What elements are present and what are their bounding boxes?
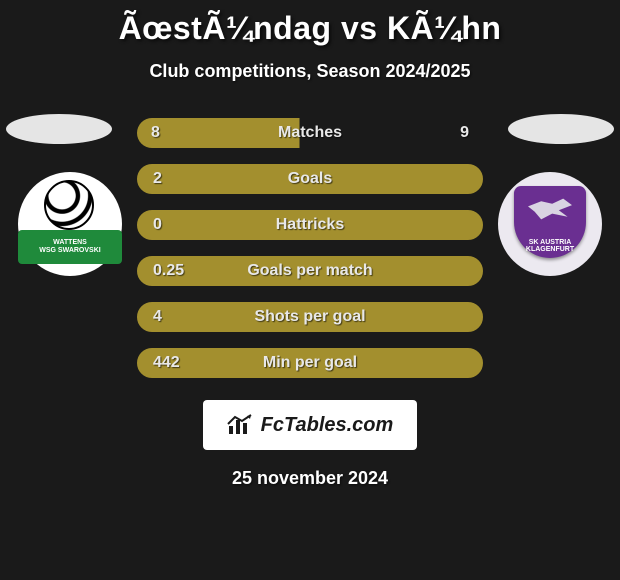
stat-bar-hattricks: 0Hattricks <box>137 210 483 240</box>
stat-left-value: 0.25 <box>153 262 193 280</box>
stat-left-value: 8 <box>151 124 191 142</box>
stat-bar-goals: 2Goals <box>137 164 483 194</box>
stat-bar-shots-per-goal: 4Shots per goal <box>137 302 483 332</box>
stat-bar-matches: 8Matches9 <box>137 118 483 148</box>
stat-bars: 8Matches9 2Goals 0Hattricks 0.25Goals per m… <box>137 118 483 378</box>
stat-left-value: 2 <box>153 170 193 188</box>
stat-bar-goals-per-match: 0.25Goals per match <box>137 256 483 286</box>
date-label: 25 november 2024 <box>0 468 620 489</box>
left-platform <box>6 114 112 144</box>
team-right-name: SK AUSTRIA KLAGENFURT <box>526 239 574 254</box>
team-left-name: WATTENS WSG SWAROVSKI <box>39 239 100 254</box>
comparison-area: WATTENS WSG SWAROVSKI SK AUSTRIA KLAGENF… <box>0 118 620 489</box>
stat-right-value: 9 <box>429 124 469 142</box>
subtitle: Club competitions, Season 2024/2025 <box>0 61 620 82</box>
stat-left-value: 442 <box>153 354 193 372</box>
chart-icon <box>227 414 255 436</box>
team-left-stripe-top: WATTENS <box>53 239 87 246</box>
page-title: ÃœstÃ¼ndag vs KÃ¼hn <box>0 0 620 47</box>
stat-left-value: 4 <box>153 308 193 326</box>
team-left-badge: WATTENS WSG SWAROVSKI <box>18 172 122 276</box>
team-left-stripe: WATTENS WSG SWAROVSKI <box>18 230 122 264</box>
team-left-stripe-sub: WSG SWAROVSKI <box>39 247 100 254</box>
stat-left-value: 0 <box>153 216 193 234</box>
stat-bar-min-per-goal: 442Min per goal <box>137 348 483 378</box>
fctables-link[interactable]: FcTables.com <box>203 400 417 450</box>
team-right-shield-sub: KLAGENFURT <box>526 246 574 253</box>
right-platform <box>508 114 614 144</box>
team-right-badge: SK AUSTRIA KLAGENFURT <box>498 172 602 276</box>
soccer-ball-icon <box>44 180 94 230</box>
team-right-shield-top: SK AUSTRIA <box>529 239 572 246</box>
fctables-label: FcTables.com <box>261 414 394 437</box>
team-right-shield: SK AUSTRIA KLAGENFURT <box>514 186 586 258</box>
eagle-icon <box>528 196 572 222</box>
